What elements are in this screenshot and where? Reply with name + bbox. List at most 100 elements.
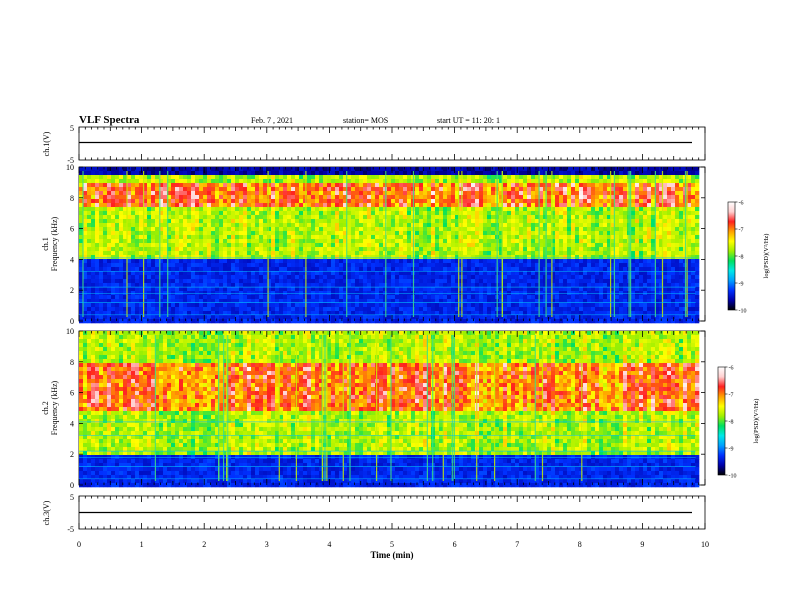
spectrogram-cell — [371, 215, 376, 220]
spectrogram-cell — [171, 267, 176, 272]
spectrogram-cell — [87, 287, 92, 292]
spectrogram-cell — [259, 195, 264, 200]
spectrogram-cell — [199, 283, 204, 288]
spectrogram-cell — [487, 219, 492, 224]
spectrogram-cell — [399, 195, 404, 200]
spectrogram-cell — [91, 247, 96, 252]
spectrogram-cell — [539, 267, 544, 272]
spectrogram-cell — [335, 203, 340, 208]
spectrogram-cell — [363, 211, 368, 216]
spectrogram-cell — [387, 247, 392, 252]
spectrogram-cell — [155, 315, 160, 320]
spectrogram-cell — [127, 187, 132, 192]
spectrogram-cell — [207, 239, 212, 244]
spectrogram-cell — [447, 195, 452, 200]
spectrogram-cell — [527, 207, 532, 212]
spectrogram-cell — [487, 203, 492, 208]
spectrogram-cell — [347, 175, 352, 180]
spectrogram-cell — [171, 275, 176, 280]
spectrogram-cell — [311, 259, 316, 264]
spectrogram-cell — [503, 199, 508, 204]
spectrogram-cell — [447, 219, 452, 224]
spectrogram-cell — [491, 287, 496, 292]
spectrogram-cell — [535, 195, 540, 200]
spectrogram-cell — [431, 223, 436, 228]
spectrogram-cell — [491, 315, 496, 320]
spectrogram-cell — [307, 203, 312, 208]
spectrogram-cell — [255, 235, 260, 240]
spectrogram-cell — [335, 179, 340, 184]
spectrogram-cell — [295, 179, 300, 184]
spectrogram-cell — [339, 311, 344, 316]
spectrogram-cell — [547, 283, 552, 288]
spectrogram-cell — [131, 263, 136, 268]
spectrogram-cell — [551, 295, 556, 300]
spectrogram-cell — [519, 203, 524, 208]
spectrogram-cell — [239, 255, 244, 260]
spectrogram-cell — [519, 243, 524, 248]
spectrogram-cell — [347, 179, 352, 184]
spectrogram-cell — [187, 223, 192, 228]
spectrogram-cell — [131, 211, 136, 216]
spectrogram-cell — [143, 255, 148, 260]
spectrogram-cell — [483, 247, 488, 252]
spectrogram-cell — [527, 279, 532, 284]
spectrogram-cell — [371, 203, 376, 208]
spectrogram-cell — [415, 207, 420, 212]
spectrogram-cell — [123, 219, 128, 224]
spectrogram-cell — [555, 299, 560, 304]
spectrogram-cell — [243, 279, 248, 284]
spectrogram-cell — [139, 211, 144, 216]
spectrogram-cell — [519, 283, 524, 288]
spectrogram-cell — [407, 215, 412, 220]
spectrogram-cell — [471, 223, 476, 228]
spectrogram-cell — [363, 183, 368, 188]
spectrogram-cell — [223, 175, 228, 180]
spectrogram-cell — [327, 235, 332, 240]
spectrogram-cell — [211, 215, 216, 220]
spectrogram-cell — [375, 231, 380, 236]
spectrogram-cell — [147, 187, 152, 192]
spectrogram-cell — [227, 267, 232, 272]
spectrogram-cell — [155, 243, 160, 248]
spectrogram-cell — [227, 207, 232, 212]
spectrogram-cell — [279, 315, 284, 320]
spectrogram-cell — [343, 251, 348, 256]
spectrogram-cell — [319, 275, 324, 280]
spectrogram-cell — [187, 195, 192, 200]
spectrogram-cell — [491, 187, 496, 192]
spectrogram-cell — [443, 251, 448, 256]
spectrogram-cell — [443, 239, 448, 244]
spectrogram-cell — [119, 167, 124, 172]
spectrogram-cell — [295, 171, 300, 176]
spectrogram-cell — [299, 199, 304, 204]
spectrogram-cell — [507, 275, 512, 280]
spectrogram-cell — [427, 279, 432, 284]
spectrogram-cell — [363, 167, 368, 172]
spectrogram-cell — [419, 187, 424, 192]
spectrogram-cell — [471, 299, 476, 304]
spectrogram-cell — [387, 303, 392, 308]
spectrogram-cell — [203, 283, 208, 288]
spectrogram-cell — [195, 267, 200, 272]
spectrogram-cell — [567, 191, 572, 196]
spectrogram-cell — [359, 195, 364, 200]
spectrogram-cell — [323, 243, 328, 248]
spectrogram-cell — [507, 187, 512, 192]
spectrogram-cell — [135, 295, 140, 300]
spectrogram-cell — [295, 239, 300, 244]
spectrogram-cell — [207, 227, 212, 232]
spectrogram-cell — [199, 227, 204, 232]
spectrogram-cell — [327, 319, 332, 324]
spectrogram-cell — [415, 275, 420, 280]
spectrogram-cell — [335, 319, 340, 324]
spectrogram-cell — [555, 219, 560, 224]
spectrogram-cell — [123, 199, 128, 204]
spectrogram-cell — [239, 199, 244, 204]
spectrogram-cell — [167, 259, 172, 264]
spectrogram-cell — [247, 167, 252, 172]
spectrogram-cell — [527, 303, 532, 308]
spectrogram-cell — [271, 243, 276, 248]
spectrogram-cell — [563, 219, 568, 224]
spectrogram-cell — [423, 311, 428, 316]
